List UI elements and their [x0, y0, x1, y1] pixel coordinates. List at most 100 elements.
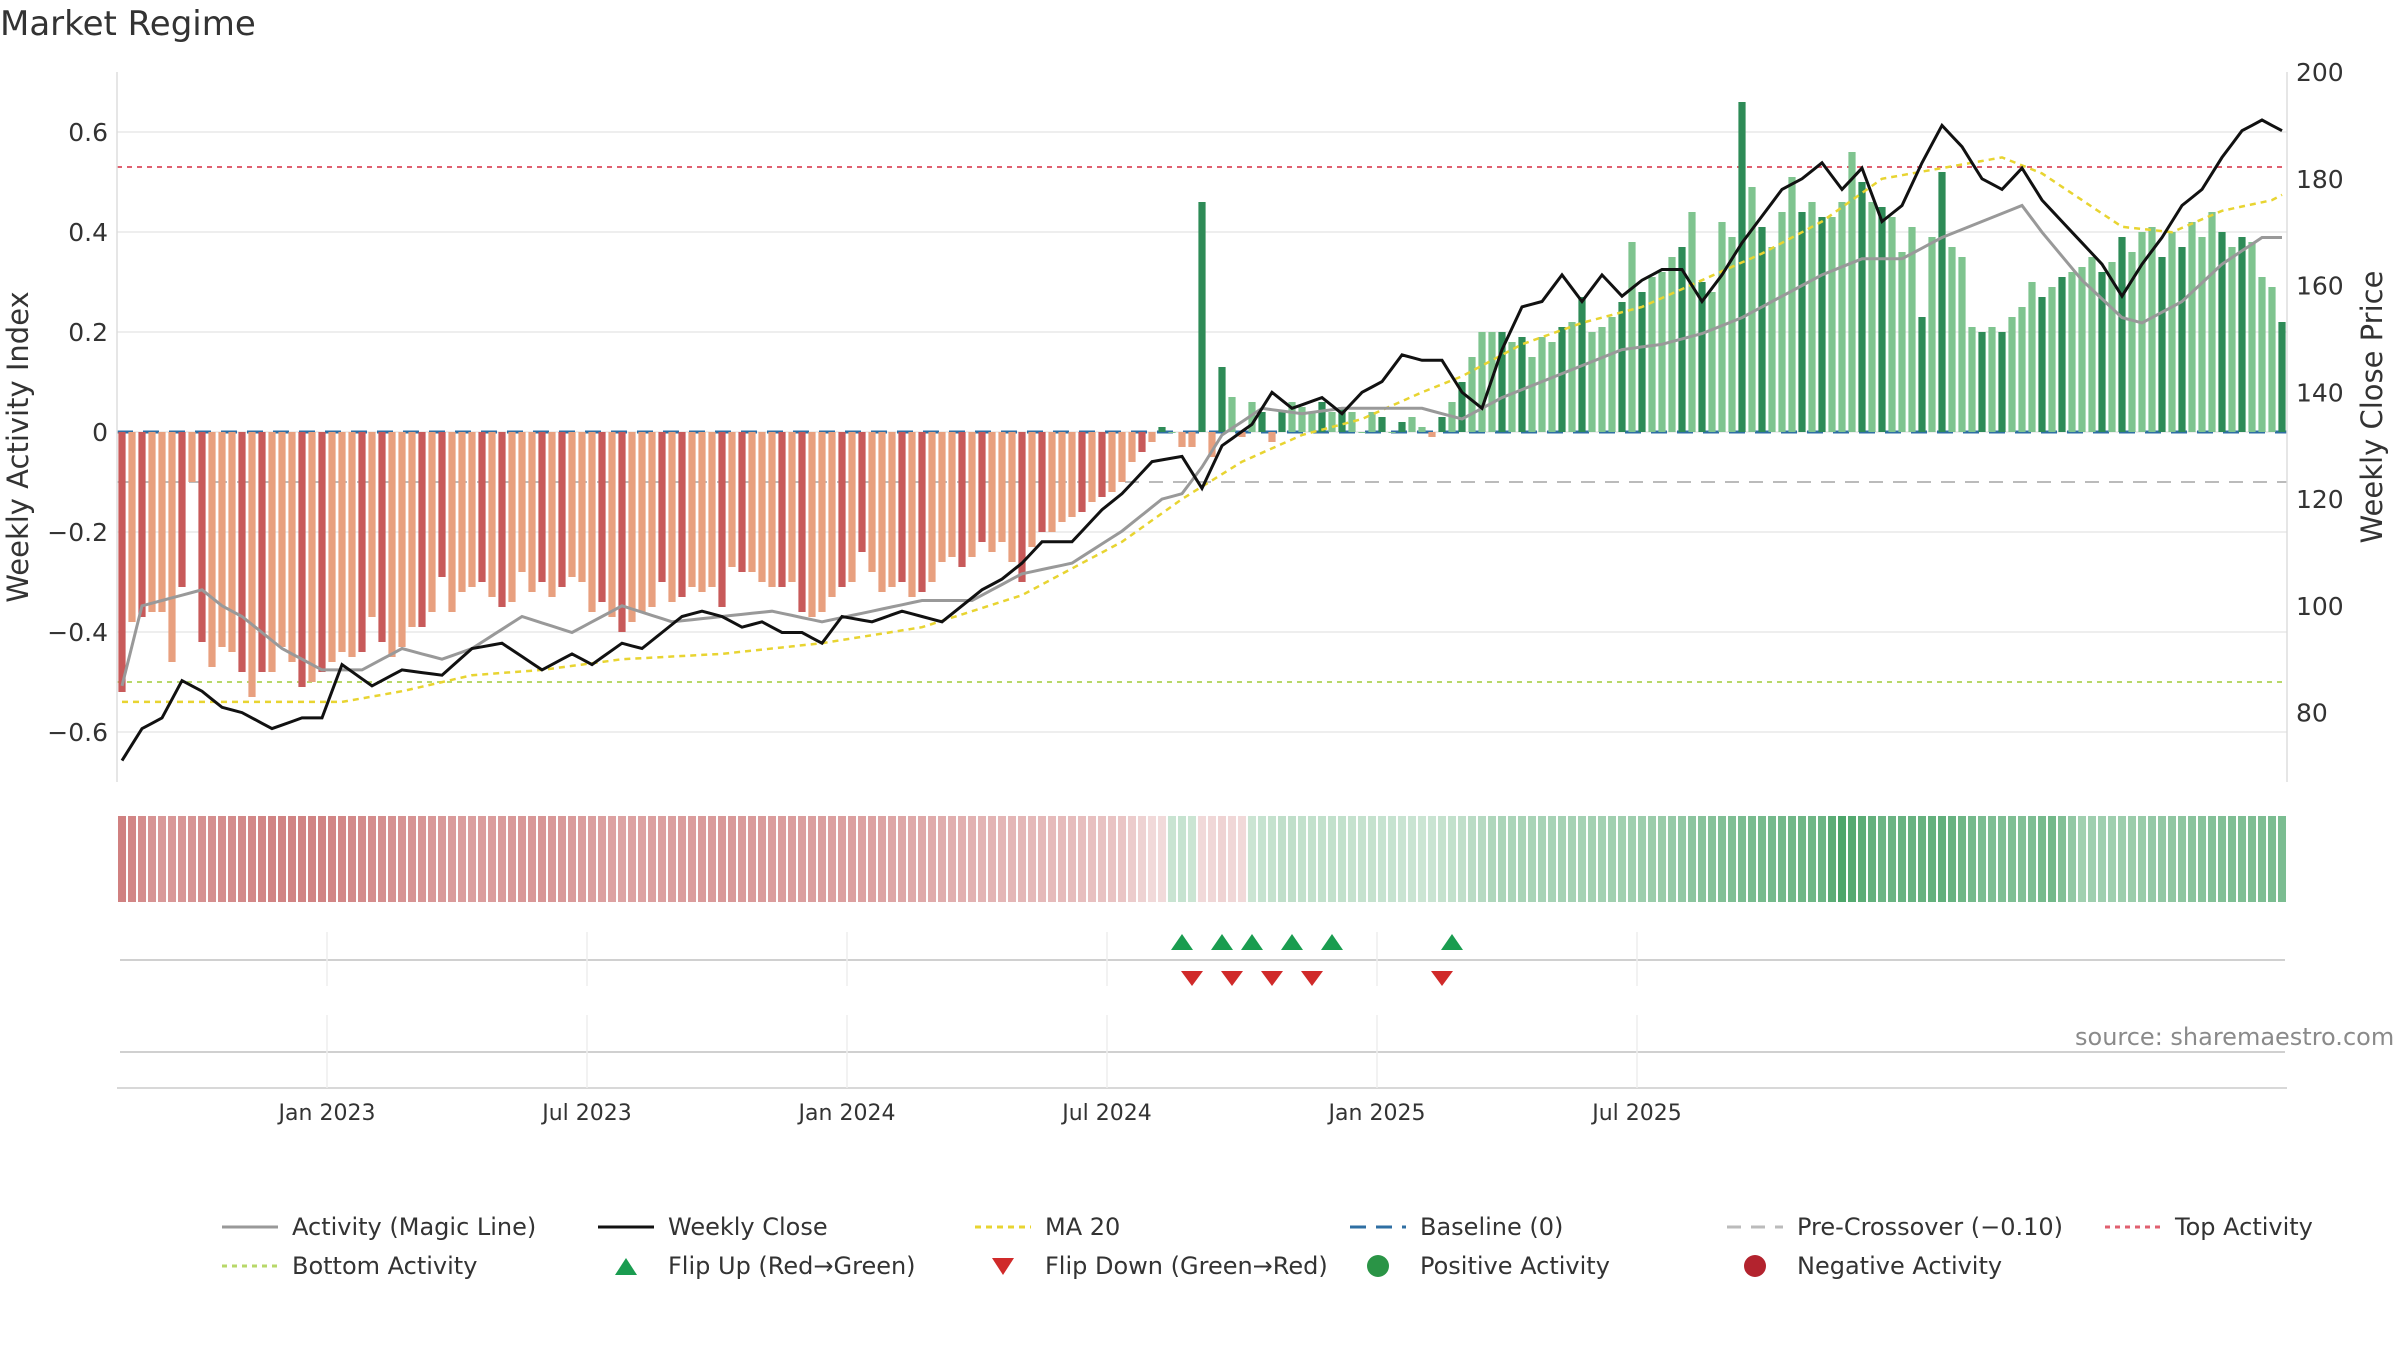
regime-cell [2198, 816, 2206, 902]
activity-bar [2028, 282, 2036, 432]
activity-bar [1078, 432, 1086, 512]
activity-bar [1068, 432, 1076, 517]
activity-bar [608, 432, 616, 617]
activity-bar [388, 432, 396, 657]
regime-cell [578, 816, 586, 902]
regime-cell [928, 816, 936, 902]
regime-cell [1518, 816, 1526, 902]
activity-bar [1608, 317, 1616, 432]
x-tick-label: Jan 2025 [1327, 1101, 1426, 1126]
regime-cell [318, 816, 326, 902]
regime-cell [1928, 816, 1936, 902]
flip-up-marker [1171, 934, 1193, 950]
regime-cell [1178, 816, 1186, 902]
right-tick-label: 180 [2296, 165, 2344, 194]
regime-cell [428, 816, 436, 902]
regime-cell [2278, 816, 2286, 902]
activity-bar [368, 432, 376, 617]
regime-cell [238, 816, 246, 902]
regime-cell [1568, 816, 1576, 902]
activity-bar [558, 432, 566, 587]
activity-bar [2198, 237, 2206, 432]
regime-cell [358, 816, 366, 902]
activity-bar [288, 432, 296, 662]
regime-cell [1358, 816, 1366, 902]
regime-cell [298, 816, 306, 902]
activity-bar [1878, 207, 1886, 432]
regime-cell [1088, 816, 1096, 902]
regime-cell [818, 816, 826, 902]
regime-cell [1538, 816, 1546, 902]
regime-cell [1698, 816, 1706, 902]
magic-line [120, 203, 2282, 687]
regime-cell [2078, 816, 2086, 902]
activity-bar [348, 432, 356, 657]
regime-cell [2168, 816, 2176, 902]
flip-down-marker [1301, 971, 1323, 986]
activity-bar [818, 432, 826, 612]
regime-cell [1798, 816, 1806, 902]
regime-cell [188, 816, 196, 902]
regime-cell [158, 816, 166, 902]
activity-bar [268, 432, 276, 672]
activity-bar [1208, 432, 1216, 457]
activity-bar [2048, 287, 2056, 432]
regime-cell [198, 816, 206, 902]
regime-cell [1038, 816, 1046, 902]
legend-swatch [992, 1258, 1014, 1275]
regime-cell [998, 816, 1006, 902]
regime-cell [308, 816, 316, 902]
regime-cell [2208, 816, 2216, 902]
activity-bar [358, 432, 366, 652]
activity-bars [118, 102, 2286, 697]
regime-cell [1938, 816, 1946, 902]
activity-bar [1808, 202, 1816, 432]
activity-bar [318, 432, 326, 672]
activity-bar [1128, 432, 1136, 462]
regime-cell [1718, 816, 1726, 902]
activity-bar [1998, 332, 2006, 432]
regime-cell [1328, 816, 1336, 902]
activity-bar [1928, 237, 1936, 432]
regime-cell [1788, 816, 1796, 902]
activity-bar [2078, 267, 2086, 432]
activity-bar [298, 432, 306, 687]
activity-bar [2148, 227, 2156, 432]
regime-cell [1948, 816, 1956, 902]
activity-bar [778, 432, 786, 587]
activity-bar [828, 432, 836, 597]
activity-bar [478, 432, 486, 582]
activity-bar [1228, 397, 1236, 432]
regime-cell [1778, 816, 1786, 902]
regime-cell [1468, 816, 1476, 902]
left-axis-label: Weekly Activity Index [1, 291, 35, 602]
activity-bar [408, 432, 416, 627]
regime-cell [1388, 816, 1396, 902]
activity-bar [718, 432, 726, 607]
activity-bar [798, 432, 806, 612]
regime-cell [218, 816, 226, 902]
regime-cell [1768, 816, 1776, 902]
regime-cell [138, 816, 146, 902]
regime-cell [1748, 816, 1756, 902]
regime-cell [1078, 816, 1086, 902]
activity-bar [1058, 432, 1066, 522]
regime-cell [2018, 816, 2026, 902]
flip-markers [117, 932, 2287, 1089]
left-tick-label: 0.2 [68, 318, 108, 347]
regime-cell [718, 816, 726, 902]
regime-cell [1318, 816, 1326, 902]
regime-cell [1988, 816, 1996, 902]
regime-cell [738, 816, 746, 902]
regime-cell [1418, 816, 1426, 902]
activity-bar [2088, 257, 2096, 432]
activity-bar [1858, 182, 1866, 432]
activity-bar [2218, 232, 2226, 432]
activity-bar [1818, 217, 1826, 432]
regime-cell [598, 816, 606, 902]
flip-up-marker [1281, 934, 1303, 950]
regime-cell [1398, 816, 1406, 902]
regime-cell [2268, 816, 2276, 902]
legend-label: Pre-Crossover (−0.10) [1797, 1213, 2063, 1241]
regime-cell [1368, 816, 1376, 902]
